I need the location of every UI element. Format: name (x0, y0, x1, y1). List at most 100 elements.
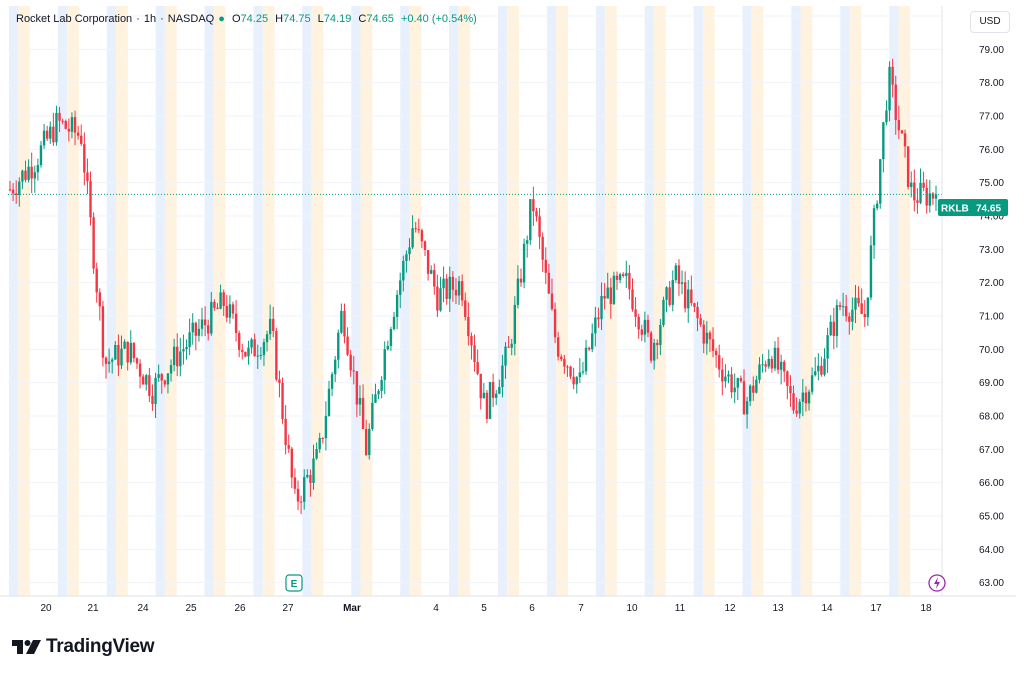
candle-body (807, 391, 811, 404)
tradingview-logo[interactable]: TradingView (12, 636, 155, 658)
candle-body (696, 306, 699, 319)
candle-body (841, 306, 845, 308)
currency-button[interactable]: USD (970, 11, 1010, 33)
open-value: 74.25 (240, 13, 269, 25)
candle-body (467, 316, 470, 337)
candle-body (343, 310, 346, 337)
candle-body (420, 230, 424, 242)
candle-body (535, 211, 538, 217)
candle-body (290, 448, 294, 478)
candle-body (8, 189, 12, 191)
candle-body (643, 319, 647, 335)
candle-body (724, 376, 727, 382)
candle-body (197, 328, 201, 336)
y-tick-label: 67.00 (979, 445, 1004, 456)
candle-body (355, 371, 359, 405)
candle-body (278, 379, 281, 383)
y-tick-label: 69.00 (979, 378, 1004, 389)
y-tick-label: 74.00 (979, 212, 1004, 223)
candle-body (98, 292, 102, 307)
candle-body (104, 357, 108, 364)
postmarket-band (497, 6, 508, 596)
candle-body (405, 254, 408, 261)
last-price-tag: RKLB 74.65 (938, 199, 1008, 216)
candle-body (519, 278, 523, 283)
premarket-band (751, 6, 764, 596)
postmarket-band (742, 6, 752, 596)
candle-body (176, 346, 179, 367)
candle-body (553, 309, 557, 338)
candle-body (340, 310, 343, 333)
candle-body (733, 387, 736, 393)
candle-body (764, 364, 767, 367)
candle-body (693, 303, 696, 307)
candle-body (804, 392, 808, 404)
candle-body (550, 293, 554, 310)
candle-body (826, 335, 829, 359)
candle-body (377, 390, 380, 395)
candle-body (879, 159, 882, 204)
candle-body (646, 319, 650, 333)
candle-body (185, 346, 188, 350)
candle-body (411, 228, 414, 248)
candle-body (848, 316, 851, 322)
earnings-badge[interactable]: E (285, 574, 303, 592)
interval[interactable]: 1h (143, 13, 157, 25)
candle-body (95, 268, 98, 293)
x-tick-label: 18 (920, 603, 932, 614)
x-tick-label: 24 (137, 603, 149, 614)
candle-body (383, 349, 386, 381)
candle-body (182, 349, 185, 352)
candle-body (779, 361, 783, 370)
candle-body (64, 120, 67, 129)
candle-body (575, 377, 578, 385)
event-lightning-icon[interactable] (928, 574, 946, 592)
candle-body (126, 341, 129, 363)
candle-body (231, 304, 235, 314)
premarket-band (67, 6, 79, 596)
candle-body (306, 475, 309, 478)
y-tick-label: 75.00 (979, 178, 1004, 189)
postmarket-band (693, 6, 703, 596)
candle-body (789, 386, 792, 394)
candle-body (476, 362, 479, 374)
candle-body (690, 289, 693, 304)
symbol-name[interactable]: Rocket Lab Corporation (16, 13, 133, 25)
postmarket-band (155, 6, 165, 596)
candle-body (333, 359, 337, 375)
candle-body (510, 343, 513, 348)
candle-body (262, 342, 266, 356)
candle-body (872, 208, 876, 246)
candle-body (272, 318, 275, 332)
candle-body (761, 364, 764, 366)
candle-body (513, 304, 517, 344)
candle-body (392, 316, 396, 330)
y-tick-label: 71.00 (979, 312, 1004, 323)
x-tick-label: 26 (234, 603, 246, 614)
candle-body (556, 337, 560, 357)
price-tag-symbol: RKLB (941, 204, 969, 215)
close-value: 74.65 (366, 13, 394, 25)
candle-body (42, 130, 46, 146)
candle-body (631, 289, 634, 310)
candle-body (120, 348, 123, 366)
candle-body (92, 217, 95, 269)
candle-body (835, 305, 839, 336)
candle-body (618, 274, 622, 280)
candle-body (665, 287, 668, 300)
candle-body (27, 166, 30, 180)
candle-body (560, 356, 563, 360)
candle-body (135, 358, 139, 364)
candle-body (578, 372, 582, 378)
candle-body (615, 275, 619, 280)
candle-body (566, 366, 569, 368)
candle-body (470, 336, 473, 346)
change-value: +0.40 (+0.54%) (400, 13, 477, 25)
candle-body (479, 373, 482, 399)
candle-body (21, 170, 24, 182)
postmarket-band (449, 6, 459, 596)
candle-body (866, 297, 870, 318)
candle-body (58, 112, 61, 121)
postmarket-band (351, 6, 361, 596)
